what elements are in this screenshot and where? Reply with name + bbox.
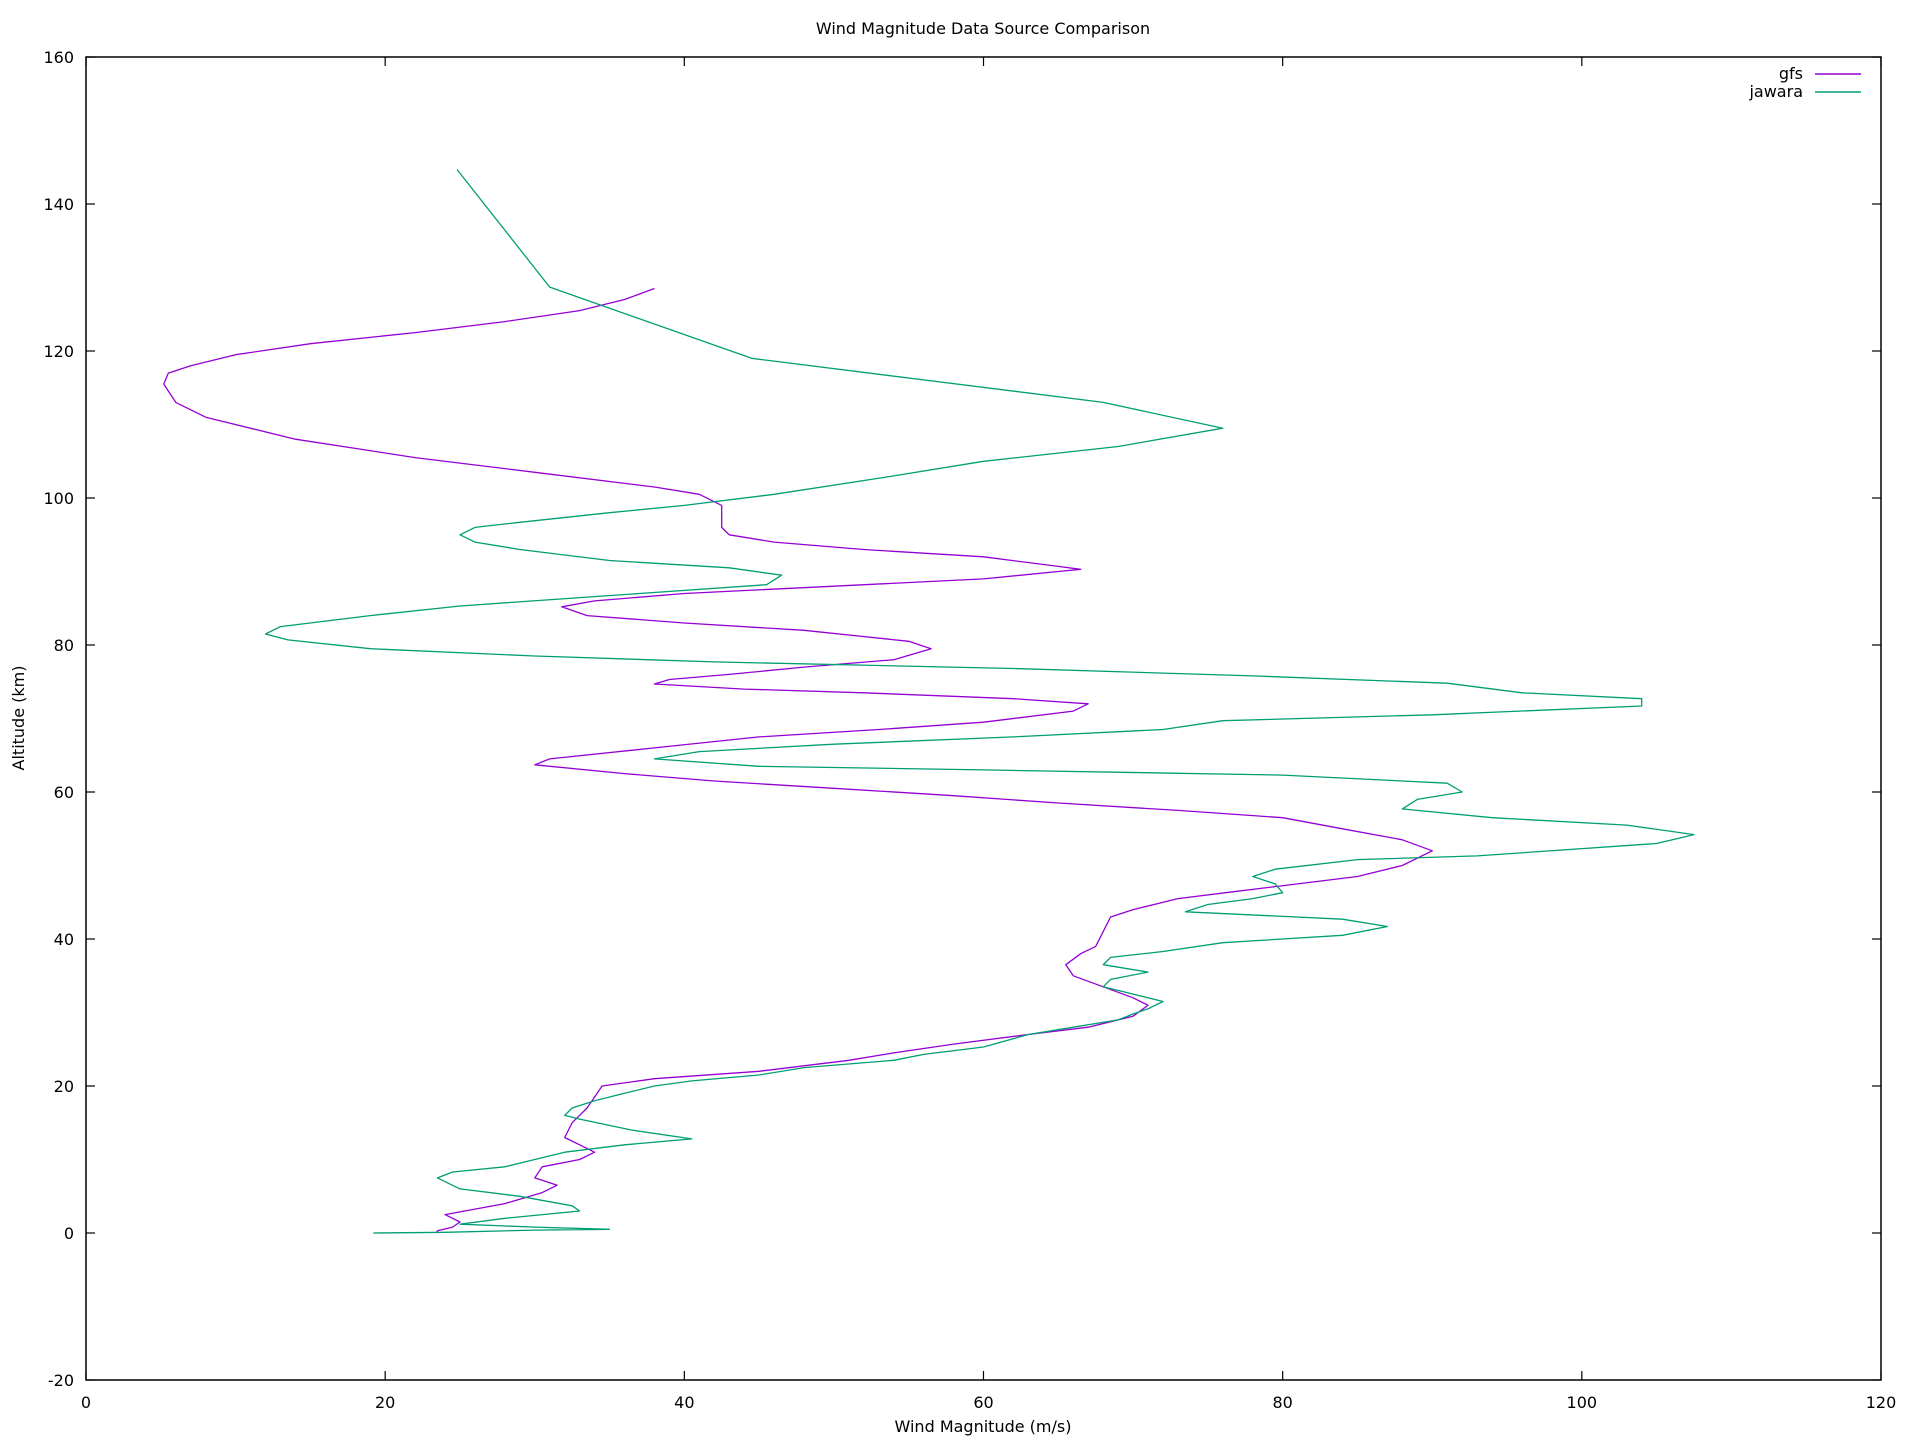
y-tick-label: 60 [54,783,74,802]
y-tick-label: -20 [48,1371,74,1390]
x-tick-label: 0 [81,1393,91,1412]
y-axis: -20 0 20 40 60 80 100 120 140 160 [43,48,1881,1390]
x-axis-label: Wind Magnitude (m/s) [895,1417,1072,1436]
x-axis: 0 20 40 60 80 100 120 [81,57,1896,1412]
legend-label-gfs: gfs [1779,64,1803,83]
x-tick-label: 120 [1866,1393,1897,1412]
y-tick-label: 40 [54,930,74,949]
y-axis-label: Altitude (km) [9,666,28,771]
y-tick-label: 20 [54,1077,74,1096]
y-tick-label: 160 [43,48,74,67]
chart-title: Wind Magnitude Data Source Comparison [816,19,1150,38]
y-tick-label: 80 [54,636,74,655]
y-tick-label: 0 [64,1224,74,1243]
y-tick-label: 120 [43,342,74,361]
x-tick-label: 20 [375,1393,395,1412]
x-tick-label: 60 [973,1393,993,1412]
y-tick-label: 100 [43,489,74,508]
x-tick-label: 80 [1272,1393,1292,1412]
x-tick-label: 100 [1567,1393,1598,1412]
series-layer [163,169,1695,1234]
x-tick-label: 40 [674,1393,694,1412]
series-line-gfs [163,287,1433,1234]
legend-label-jawara: jawara [1748,82,1803,101]
y-tick-label: 140 [43,195,74,214]
series-line-jawara [264,169,1695,1234]
